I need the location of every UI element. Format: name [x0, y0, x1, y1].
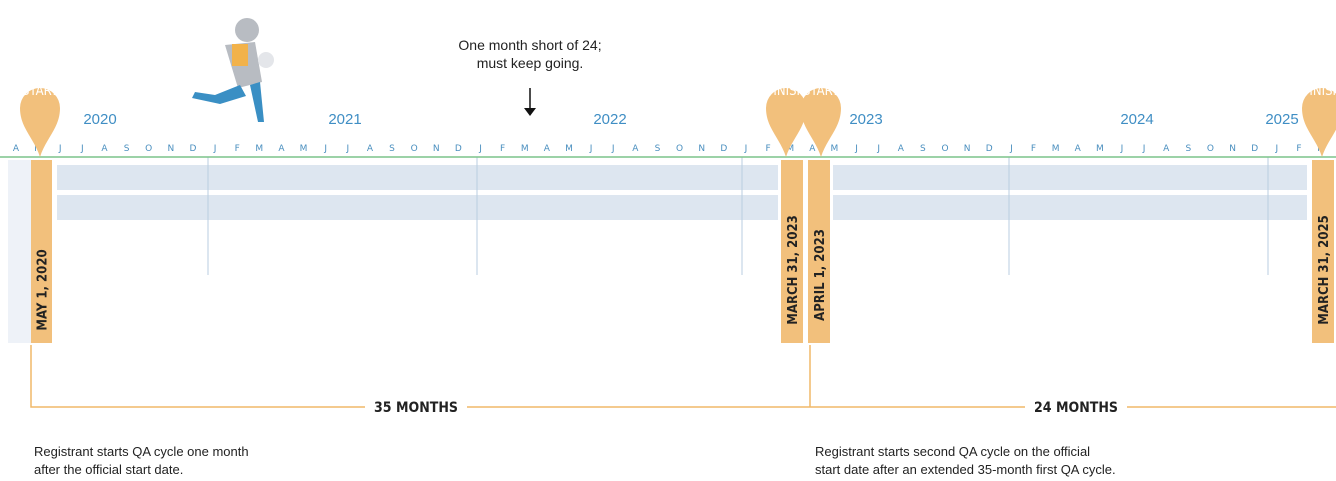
month-label: J [1142, 144, 1146, 154]
month-label: J [854, 144, 858, 154]
month-label: J [213, 144, 217, 154]
year-label: 2024 [1120, 111, 1153, 128]
month-label: S [389, 144, 395, 154]
month-label: S [1186, 144, 1192, 154]
month-label: F [235, 144, 240, 154]
span-label: 35 MONTHS [374, 400, 458, 416]
month-label: N [1229, 144, 1236, 154]
month-label: J [876, 144, 880, 154]
month-label: J [1009, 144, 1013, 154]
month-label: A [278, 144, 285, 154]
date-label: MARCH 31, 2023 [786, 215, 801, 324]
month-label: M [831, 144, 839, 154]
month-label: A [544, 144, 551, 154]
month-label: J [744, 144, 748, 154]
band [833, 165, 1307, 190]
pin-label: START [803, 84, 840, 99]
span-label: 24 MONTHS [1034, 400, 1118, 416]
month-label: J [58, 144, 62, 154]
month-label: M [1096, 144, 1104, 154]
month-label: A [632, 144, 639, 154]
year-label: 2022 [593, 111, 626, 128]
month-label: A [101, 144, 108, 154]
month-label: J [478, 144, 482, 154]
year-label: 2023 [849, 111, 882, 128]
note: Registrant starts QA cycle one month [34, 444, 249, 459]
year-label: 2025 [1265, 111, 1298, 128]
month-label: N [433, 144, 440, 154]
date-label: MARCH 31, 2025 [1317, 215, 1332, 324]
pin-label: START [22, 84, 59, 99]
month-label: S [920, 144, 926, 154]
month-label: D [1251, 144, 1258, 154]
month-label: J [1120, 144, 1124, 154]
month-label: O [941, 144, 948, 154]
month-label: D [986, 144, 993, 154]
month-label: A [1163, 144, 1170, 154]
month-label: A [1075, 144, 1082, 154]
pin-label: FINISH [767, 84, 806, 99]
annotation: One month short of 24; [458, 37, 601, 53]
month-label: O [676, 144, 683, 154]
month-label: A [367, 144, 374, 154]
month-label: M [1052, 144, 1060, 154]
month-label: M [521, 144, 529, 154]
band [57, 165, 778, 190]
month-label: J [323, 144, 327, 154]
month-label: J [345, 144, 349, 154]
pin-label: FINISH [1303, 84, 1336, 99]
note: start date after an extended 35-month fi… [815, 462, 1116, 477]
month-row: AMJJASONDJFMAMJJASONDJFMAMJJASONDJFMAMJJ… [13, 144, 1325, 154]
month-label: M [300, 144, 308, 154]
month-label: S [655, 144, 661, 154]
year-label: 2020 [83, 111, 116, 128]
month-label: F [1296, 144, 1301, 154]
arrowhead [524, 108, 536, 116]
month-label: N [698, 144, 705, 154]
date-label: APRIL 1, 2023 [813, 229, 828, 321]
month-label: A [13, 144, 20, 154]
note: Registrant starts second QA cycle on the… [815, 444, 1090, 459]
month-label: D [189, 144, 196, 154]
year-row: 2020 2021 2022 2023 2024 2025 [83, 111, 1298, 128]
month-label: A [898, 144, 905, 154]
month-label: F [765, 144, 770, 154]
pre-period [8, 160, 31, 343]
month-label: J [589, 144, 593, 154]
month-label: O [411, 144, 418, 154]
month-label: F [1031, 144, 1036, 154]
month-label: M [565, 144, 573, 154]
annotation: must keep going. [477, 55, 584, 71]
runner-icon [192, 18, 274, 122]
month-label: J [1275, 144, 1279, 154]
timeline-graphic: AMJJASONDJFMAMJJASONDJFMAMJJASONDJFMAMJJ… [0, 0, 1336, 481]
year-label: 2021 [328, 111, 361, 128]
month-label: N [964, 144, 971, 154]
month-label: J [611, 144, 615, 154]
note: after the official start date. [34, 462, 183, 477]
month-label: D [720, 144, 727, 154]
month-label: A [809, 144, 816, 154]
month-label: D [455, 144, 462, 154]
band [57, 195, 778, 220]
band [833, 195, 1307, 220]
month-label: M [255, 144, 263, 154]
date-label: MAY 1, 2020 [36, 249, 51, 330]
month-label: J [80, 144, 84, 154]
month-label: O [1207, 144, 1214, 154]
month-label: O [145, 144, 152, 154]
month-label: S [124, 144, 130, 154]
month-label: N [167, 144, 174, 154]
month-label: F [500, 144, 505, 154]
brackets [31, 345, 1336, 407]
